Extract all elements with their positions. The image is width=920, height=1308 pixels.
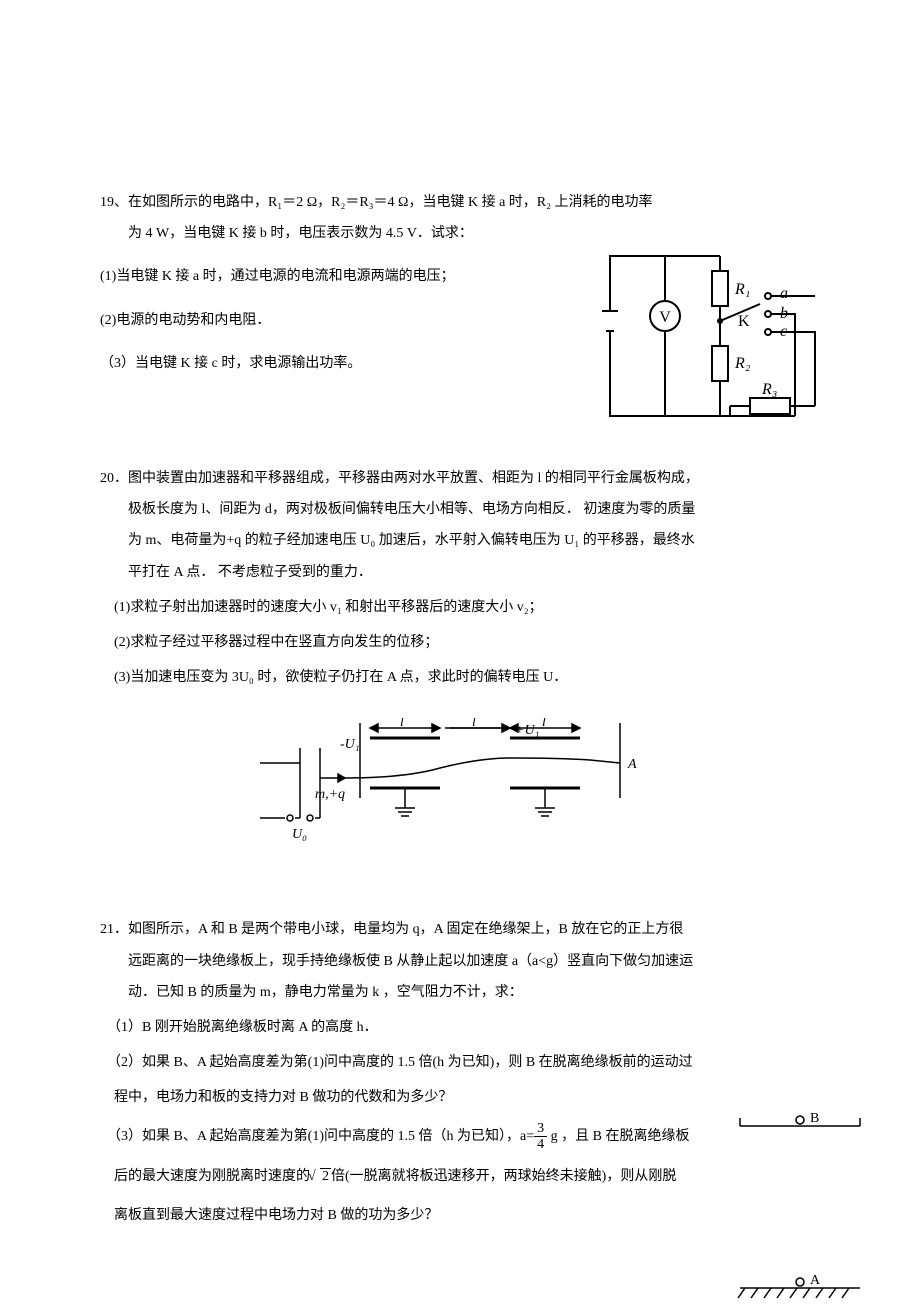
p20-intro1-text: 图中装置由加速器和平移器组成，平移器由两对水平放置、相距为 l 的相同平行金属板… [128, 471, 699, 486]
p21-intro-l1: 21．如图所示，A 和 B 是两个带电小球，电量均为 q，A 固定在绝缘架上，B… [100, 917, 820, 942]
label-pU1: +U₁ [515, 723, 539, 738]
p20-number: 20． [100, 471, 128, 486]
problem-19: 19、在如图所示的电路中，R₁＝2 Ω，R₂＝R₃＝4 Ω，当电键 K 接 a … [100, 190, 820, 376]
p21-sub2-l1: （2）如果 B、A 起始高度差为第(1)问中高度的 1.5 倍(h 为已知)，则… [107, 1050, 820, 1075]
label-c: c [780, 323, 787, 340]
p21-sub1: （1）B 刚开始脱离绝缘板时离 A 的高度 h． [107, 1015, 820, 1040]
problem-21: 21．如图所示，A 和 B 是两个带电小球，电量均为 q，A 固定在绝缘架上，B… [100, 917, 820, 1228]
p21-number: 21． [100, 922, 128, 937]
apparatus-diagram-20: -U₁ +U₁ l l l A m,+q U₀ [240, 718, 680, 858]
p19-sub3: （3）当电键 K 接 c 时，求电源输出功率。 [100, 351, 560, 376]
p19-number: 19、 [100, 195, 128, 210]
p20-sub3: (3)当加速电压变为 3U₀ 时，欲使粒子仍打在 A 点，求此时的偏转电压 U． [114, 665, 820, 690]
p19-intro-l1: 19、在如图所示的电路中，R₁＝2 Ω，R₂＝R₃＝4 Ω，当电键 K 接 a … [100, 190, 820, 215]
label-K: K [738, 313, 750, 330]
label-V: V [659, 309, 671, 326]
p20-intro-l4: 平打在 A 点． 不考虑粒子受到的重力． [100, 560, 820, 585]
label-R1: R₁ [734, 281, 750, 298]
fraction-3-4: 34 [534, 1121, 547, 1153]
circuit-diagram-19: V R₁ K R₂ R₃ a b c [590, 246, 820, 436]
p21-sub3-l2: 后的最大速度为刚脱离时速度的 2倍(一脱离就将板迅速移开，两球始终未接触)，则从刚… [114, 1162, 820, 1193]
setup-diagram-21: B A [720, 1108, 880, 1308]
p21-sub3-pre: （3）如果 B、A 起始高度差为第(1)问中高度的 1.5 倍（h 为已知），a… [107, 1129, 534, 1144]
label-nU1: -U₁ [340, 737, 360, 752]
label-l1: l [400, 718, 404, 730]
p20-sub1: (1)求粒子射出加速器时的速度大小 v₁ 和射出平移器后的速度大小 v₂； [114, 595, 820, 620]
p19-sub2: (2)电源的电动势和内电阻． [100, 308, 560, 333]
label-R2: R₂ [734, 355, 751, 372]
p21-sub3-l1: （3）如果 B、A 起始高度差为第(1)问中高度的 1.5 倍（h 为已知），a… [107, 1121, 820, 1153]
p21-intro-l3: 动．已知 B 的质量为 m，静电力常量为 k ，空气阻力不计，求： [100, 980, 820, 1005]
frac-den: 4 [534, 1137, 547, 1152]
label-U0: U₀ [292, 827, 307, 842]
p21-sub2-l2: 程中，电场力和板的支持力对 B 做功的代数和为多少？ [114, 1085, 820, 1110]
frac-num: 3 [534, 1121, 547, 1137]
label-l3: l [542, 718, 546, 730]
label-A: A [810, 1273, 821, 1288]
label-A: A [627, 757, 637, 772]
label-a: a [780, 285, 788, 302]
p20-intro-l2: 极板长度为 l、间距为 d，两对极板间偏转电压大小相等、电场方向相反． 初速度为… [100, 497, 820, 522]
p20-intro-l1: 20．图中装置由加速器和平移器组成，平移器由两对水平放置、相距为 l 的相同平行… [100, 466, 820, 491]
problem-20: 20．图中装置由加速器和平移器组成，平移器由两对水平放置、相距为 l 的相同平行… [100, 466, 820, 868]
label-mq: m,+q [315, 787, 345, 802]
p21-sub3-l3: 离板直到最大速度过程中电场力对 B 做的功为多少？ [114, 1203, 820, 1228]
p21-sub3-l2-post: 倍(一脱离就将板迅速移开，两球始终未接触)，则从刚脱 [331, 1169, 676, 1184]
p19-intro1-text: 在如图所示的电路中，R₁＝2 Ω，R₂＝R₃＝4 Ω，当电键 K 接 a 时，R… [128, 195, 653, 210]
p19-intro-l2: 为 4 W，当电键 K 接 b 时，电压表示数为 4.5 V．试求： [100, 221, 820, 246]
sqrt-val: 2 [320, 1168, 331, 1184]
p21-sub3-l2-pre: 后的最大速度为刚脱离时速度的 [114, 1169, 310, 1184]
label-R3: R₃ [761, 381, 777, 398]
p19-sub1: (1)当电键 K 接 a 时，通过电源的电流和电源两端的电压； [100, 264, 560, 289]
p20-intro-l3: 为 m、电荷量为+q 的粒子经加速电压 U₀ 加速后，水平射入偏转电压为 U₁ … [100, 528, 820, 553]
p20-sub2: (2)求粒子经过平移器过程中在竖直方向发生的位移； [114, 630, 820, 655]
label-B: B [810, 1111, 819, 1126]
p21-intro1-text: 如图所示，A 和 B 是两个带电小球，电量均为 q，A 固定在绝缘架上，B 放在… [128, 922, 683, 937]
label-b: b [780, 305, 788, 322]
p21-sub3-post: g ，且 B 在脱离绝缘板 [551, 1129, 690, 1144]
label-l2: l [472, 718, 476, 730]
sqrt-2: 2 [310, 1162, 331, 1193]
p21-intro-l2: 远距离的一块绝缘板上，现手持绝缘板使 B 从静止起以加速度 a（a<g）竖直向下… [100, 949, 820, 974]
